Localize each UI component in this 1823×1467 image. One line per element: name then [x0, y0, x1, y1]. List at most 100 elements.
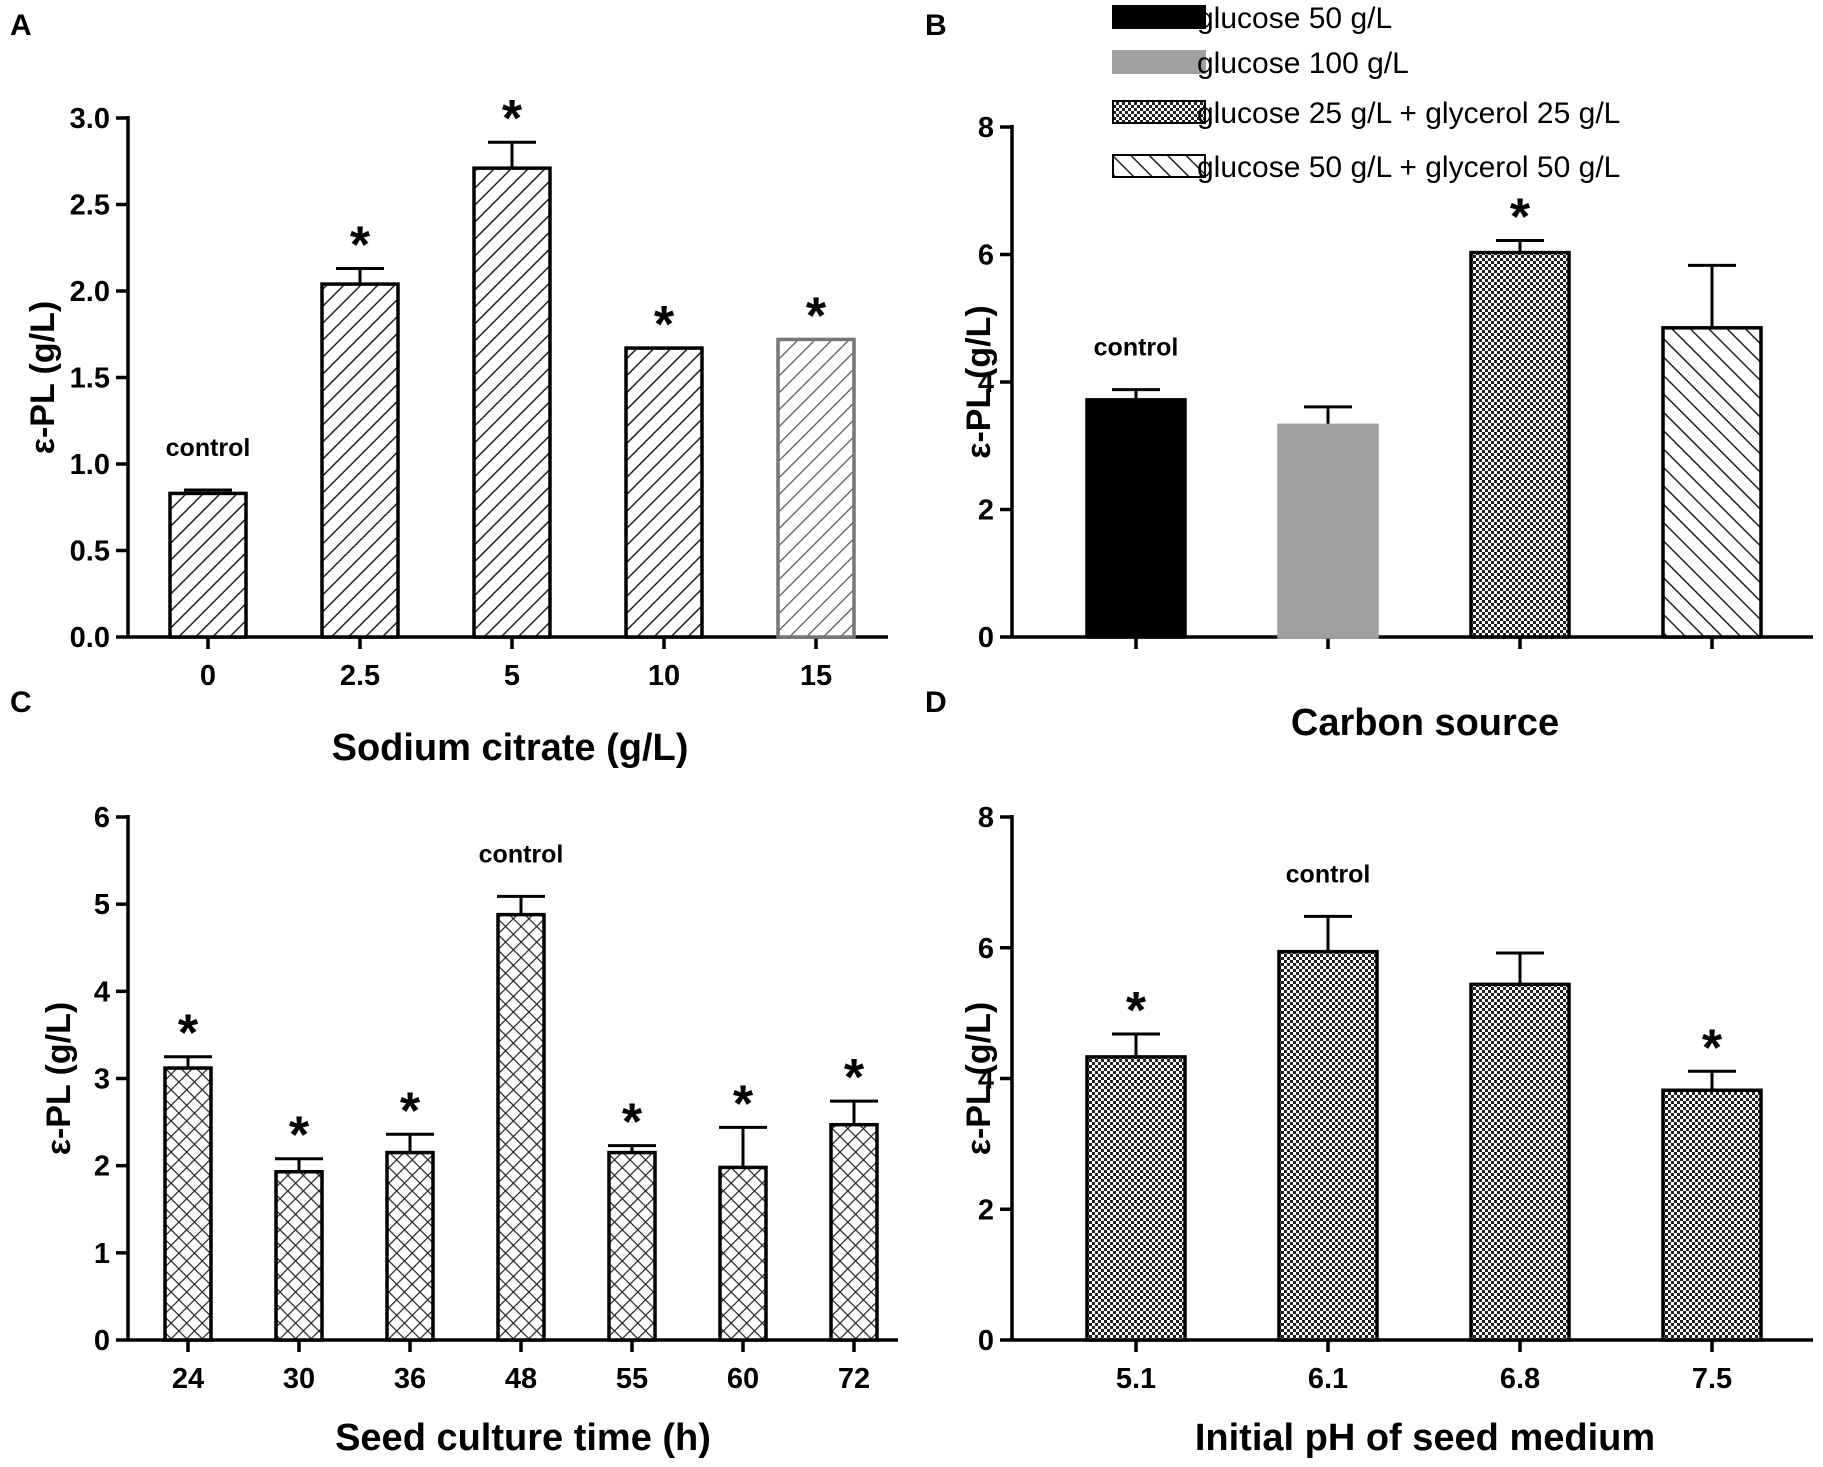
x-axis-label: Initial pH of seed medium	[1195, 1417, 1655, 1459]
panel-c-label: C	[10, 686, 32, 719]
bar	[1661, 1088, 1763, 1342]
legend-entry-label: glucose 50 g/L + glycerol 50 g/L	[1197, 151, 1620, 184]
bar	[1469, 250, 1571, 639]
y-axis-label: ε-PL (g/L)	[40, 1002, 78, 1155]
y-axis-label: ε-PL (g/L)	[24, 301, 62, 454]
significance-star: *	[178, 1005, 199, 1063]
bar	[1469, 982, 1571, 1342]
bar	[1085, 398, 1187, 639]
significance-star: *	[289, 1107, 310, 1165]
x-tick-label: 30	[283, 1363, 315, 1395]
x-axis-label: Seed culture time (h)	[335, 1417, 711, 1459]
x-tick-label: 5	[504, 660, 520, 692]
significance-star: *	[400, 1082, 421, 1140]
bar	[607, 1150, 657, 1342]
significance-star: *	[733, 1075, 754, 1133]
y-tick-label: 0	[978, 1325, 994, 1357]
significance-star: *	[806, 287, 827, 345]
x-tick-label: 72	[838, 1363, 870, 1395]
x-tick-label: 5.1	[1116, 1363, 1156, 1395]
x-tick-label: 0	[200, 660, 216, 692]
y-tick-label: 2.0	[70, 276, 110, 308]
y-tick-label: 3	[94, 1064, 110, 1096]
bar	[385, 1150, 435, 1342]
control-label: control	[1286, 860, 1371, 888]
x-tick-label: 60	[727, 1363, 759, 1395]
panel-b-chart: 0 2 4 6 8 ε-PL (g/L) Carbon source control *	[960, 112, 1813, 744]
legend-swatch	[1112, 5, 1206, 29]
legend-swatch	[1112, 154, 1206, 178]
y-tick-label: 4	[978, 1064, 994, 1096]
x-axis-label: Sodium citrate (g/L)	[332, 727, 689, 769]
y-tick-label: 3.0	[70, 103, 110, 135]
legend-swatch	[1112, 50, 1206, 74]
x-tick-label: 7.5	[1692, 1363, 1732, 1395]
x-tick-label: 15	[800, 660, 832, 692]
panel-a-chart: 0.0 0.5 1.0 1.5 2.0 2.5 3.0 ε-PL (g/L) Sodium ci…	[24, 90, 888, 769]
significance-star: *	[1126, 982, 1147, 1040]
x-tick-label: 55	[616, 1363, 648, 1395]
legend-entry-label: glucose 25 g/L + glycerol 25 g/L	[1197, 97, 1620, 130]
significance-star: *	[622, 1094, 643, 1152]
control-label: control	[166, 434, 251, 462]
y-axis-label: ε-PL (g/L)	[960, 1002, 998, 1155]
control-label: control	[1094, 334, 1179, 362]
significance-star: *	[350, 217, 371, 275]
legend-entry-label: glucose 100 g/L	[1197, 47, 1409, 80]
panel-b-legend: glucose 50 g/L glucose 100 g/L glucose 25 …	[1112, 2, 1620, 184]
legend-swatch	[1112, 100, 1206, 124]
bar	[1085, 1055, 1187, 1342]
bar	[320, 282, 400, 639]
y-tick-label: 6	[978, 933, 994, 965]
panel-a-label: A	[10, 9, 32, 42]
x-axis-label: Carbon source	[1291, 702, 1559, 744]
y-tick-label: 0.0	[70, 622, 110, 654]
x-tick-label: 10	[648, 660, 680, 692]
bar	[1277, 949, 1379, 1342]
bar	[168, 491, 248, 639]
y-tick-label: 4	[978, 367, 994, 399]
x-tick-label: 36	[394, 1363, 426, 1395]
panel-b-label: B	[925, 9, 947, 42]
bar	[776, 337, 856, 639]
y-tick-label: 2.5	[70, 190, 110, 222]
bar	[624, 346, 704, 639]
x-tick-label: 48	[505, 1363, 537, 1395]
y-tick-label: 4	[94, 976, 110, 1008]
bar	[472, 166, 552, 639]
bar	[829, 1122, 879, 1342]
significance-star: *	[502, 90, 523, 148]
y-tick-label: 2	[94, 1151, 110, 1183]
y-tick-label: 8	[978, 112, 994, 144]
y-tick-label: 1.5	[70, 363, 110, 395]
y-tick-label: 6	[978, 240, 994, 272]
bar	[274, 1170, 324, 1342]
y-tick-label: 0	[94, 1325, 110, 1357]
y-tick-label: 0.5	[70, 536, 110, 568]
bar	[496, 912, 546, 1342]
y-tick-label: 8	[978, 802, 994, 834]
x-tick-label: 24	[172, 1363, 204, 1395]
significance-star: *	[654, 296, 675, 354]
y-axis-label: ε-PL (g/L)	[960, 305, 998, 458]
y-tick-label: 0	[978, 622, 994, 654]
y-tick-label: 5	[94, 889, 110, 921]
panel-d-label: D	[925, 686, 947, 719]
y-tick-label: 2	[978, 495, 994, 527]
y-tick-label: 6	[94, 802, 110, 834]
panel-d-chart: 0 2 4 6 8 ε-PL (g/L) Initial pH of seed medium…	[960, 802, 1813, 1459]
y-tick-label: 2	[978, 1194, 994, 1226]
bar	[1277, 423, 1379, 639]
panel-c-chart: 0 1 2 3 4 5 6 ε-PL (g/L) Seed culture time (h) 24…	[40, 802, 898, 1459]
significance-star: *	[1702, 1019, 1723, 1077]
bar	[1661, 326, 1763, 639]
bar	[718, 1165, 768, 1342]
control-label: control	[479, 840, 564, 868]
legend-entry-label: glucose 50 g/L	[1197, 2, 1392, 35]
x-tick-label: 6.1	[1308, 1363, 1348, 1395]
significance-star: *	[1510, 188, 1531, 246]
y-tick-label: 1.0	[70, 449, 110, 481]
significance-star: *	[844, 1049, 865, 1107]
x-tick-label: 2.5	[340, 660, 380, 692]
